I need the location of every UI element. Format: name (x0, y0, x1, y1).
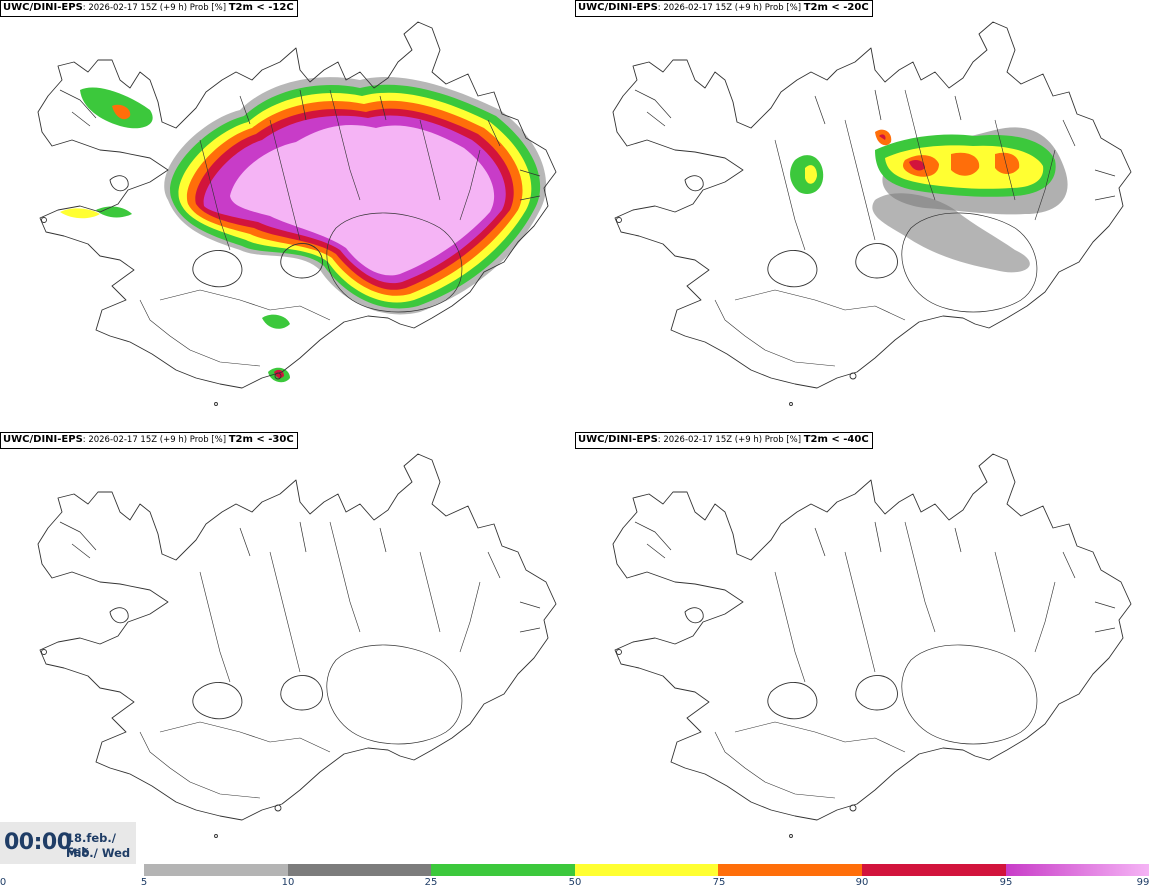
colorbar-segment (431, 864, 575, 876)
iceland-probability-map (612, 21, 1132, 406)
model-name: UWC/DINI-EPS (3, 434, 83, 445)
panel-title: UWC/DINI-EPS: 2026-02-17 15Z (+9 h) Prob… (0, 432, 298, 449)
colorbar-tick-label: 75 (712, 877, 726, 888)
colorbar-tick-label: 10 (281, 877, 295, 888)
panel-title: UWC/DINI-EPS: 2026-02-17 15Z (+9 h) Prob… (0, 0, 298, 17)
threshold-label: T2m < -20C (803, 2, 869, 13)
probability-field (60, 76, 547, 383)
colorbar-segment (144, 864, 288, 876)
panel-title: UWC/DINI-EPS: 2026-02-17 15Z (+9 h) Prob… (575, 0, 873, 17)
colorbar-tick-label: 5 (140, 877, 148, 888)
colorbar-tick-label: 90 (855, 877, 869, 888)
map-panel-t2m-minus-12: UWC/DINI-EPS: 2026-02-17 15Z (+9 h) Prob… (0, 0, 575, 432)
valid-time-box: 00:00 18.feb./ Feb Mið./ Wed (0, 822, 136, 864)
colorbar-segment (861, 864, 1006, 876)
threshold-label: T2m < -12C (228, 2, 294, 13)
colorbar-tick-label: 0 (0, 877, 7, 888)
run-info: : 2026-02-17 15Z (+9 h) Prob [%] (657, 3, 802, 13)
valid-date: 18.feb./ Feb (66, 831, 116, 859)
probability-field (790, 127, 1068, 273)
model-name: UWC/DINI-EPS (578, 2, 658, 13)
colorbar-tick-label: 95 (999, 877, 1013, 888)
threshold-label: T2m < -40C (803, 434, 869, 445)
colorbar-tick-label: 25 (424, 877, 438, 888)
run-info: : 2026-02-17 15Z (+9 h) Prob [%] (657, 435, 802, 445)
valid-weekday: Mið./ Wed (66, 846, 131, 860)
map-panel-t2m-minus-40: UWC/DINI-EPS: 2026-02-17 15Z (+9 h) Prob… (575, 432, 1150, 864)
iceland-probability-map (612, 453, 1132, 838)
colorbar-segment (1005, 864, 1150, 876)
colorbar-segment (574, 864, 719, 876)
colorbar-segment (287, 864, 432, 876)
model-name: UWC/DINI-EPS (3, 2, 83, 13)
model-name: UWC/DINI-EPS (578, 434, 658, 445)
colorbar-tick-label: 99 (1136, 877, 1150, 888)
iceland-probability-map (37, 453, 557, 838)
map-panel-t2m-minus-30: UWC/DINI-EPS: 2026-02-17 15Z (+9 h) Prob… (0, 432, 575, 864)
run-info: : 2026-02-17 15Z (+9 h) Prob [%] (82, 435, 227, 445)
panel-title: UWC/DINI-EPS: 2026-02-17 15Z (+9 h) Prob… (575, 432, 873, 449)
colorbar-tick-label: 50 (568, 877, 582, 888)
colorbar-segment (718, 864, 862, 876)
map-panel-t2m-minus-20: UWC/DINI-EPS: 2026-02-17 15Z (+9 h) Prob… (575, 0, 1150, 432)
probability-colorbar (144, 864, 1150, 876)
valid-time-clock: 00:00 (4, 830, 72, 855)
iceland-probability-map (37, 21, 557, 406)
threshold-label: T2m < -30C (228, 434, 294, 445)
run-info: : 2026-02-17 15Z (+9 h) Prob [%] (82, 3, 227, 13)
